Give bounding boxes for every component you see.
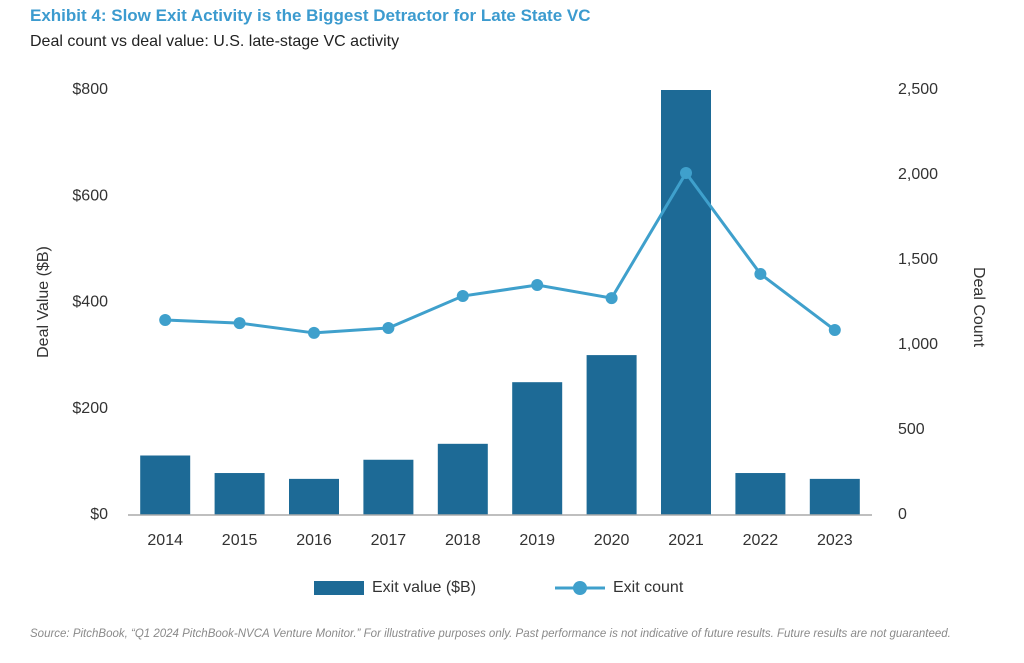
line-point — [159, 314, 172, 327]
x-tick-label: 2019 — [519, 532, 555, 549]
legend-label: Exit count — [613, 579, 684, 596]
x-tick-label: 2023 — [817, 532, 853, 549]
bar — [363, 459, 414, 515]
line-point — [828, 324, 841, 337]
bar — [735, 473, 786, 515]
line-point — [233, 317, 246, 330]
bar — [661, 90, 711, 515]
line-point — [308, 326, 320, 339]
x-tick-label: 2016 — [296, 532, 332, 549]
legend-swatch — [573, 581, 587, 595]
x-tick-label: 2022 — [743, 532, 779, 549]
y-axis-title: Deal Value ($B) — [35, 246, 52, 358]
bar — [586, 355, 637, 515]
line-point — [531, 278, 544, 291]
y2-tick-label: 1,500 — [898, 251, 938, 268]
bar — [140, 455, 191, 515]
chart-subtitle: Deal count vs deal value: U.S. late-stag… — [30, 33, 400, 50]
bar — [809, 478, 860, 515]
line-point — [754, 267, 767, 280]
line-point — [382, 322, 395, 334]
line-point — [680, 166, 692, 179]
line — [165, 170, 836, 335]
x-tick-label: 2018 — [445, 532, 481, 549]
bar — [289, 478, 339, 515]
y-tick-label: $800 — [72, 81, 108, 98]
x-tick-label: 2020 — [594, 532, 630, 549]
y-tick-label: $0 — [90, 506, 108, 523]
bar — [512, 382, 563, 515]
y-tick-label: $200 — [72, 400, 108, 417]
y2-tick-label: 2,500 — [898, 81, 938, 98]
chart-title: Exhibit 4: Slow Exit Activity is the Big… — [30, 6, 591, 25]
legend-swatch — [314, 581, 364, 595]
y2-tick-label: 1,000 — [898, 336, 938, 353]
y2-tick-label: 500 — [898, 421, 925, 438]
x-tick-label: 2017 — [371, 532, 407, 549]
y2-tick-label: 2,000 — [898, 166, 938, 183]
y2-tick-label: 0 — [898, 506, 907, 523]
x-tick-label: 2021 — [668, 532, 704, 549]
y2-axis-title: Deal Count — [970, 267, 987, 348]
bar — [214, 473, 265, 515]
x-tick-label: 2014 — [147, 532, 183, 549]
x-tick-label: 2015 — [222, 532, 258, 549]
bar — [437, 443, 488, 515]
source-note: Source: PitchBook, “Q1 2024 PitchBook-NV… — [30, 628, 951, 640]
y-tick-label: $600 — [72, 187, 108, 204]
legend-label: Exit value ($B) — [372, 579, 476, 596]
y-tick-label: $400 — [72, 294, 108, 311]
line-point — [456, 290, 469, 303]
line-point — [605, 292, 618, 305]
